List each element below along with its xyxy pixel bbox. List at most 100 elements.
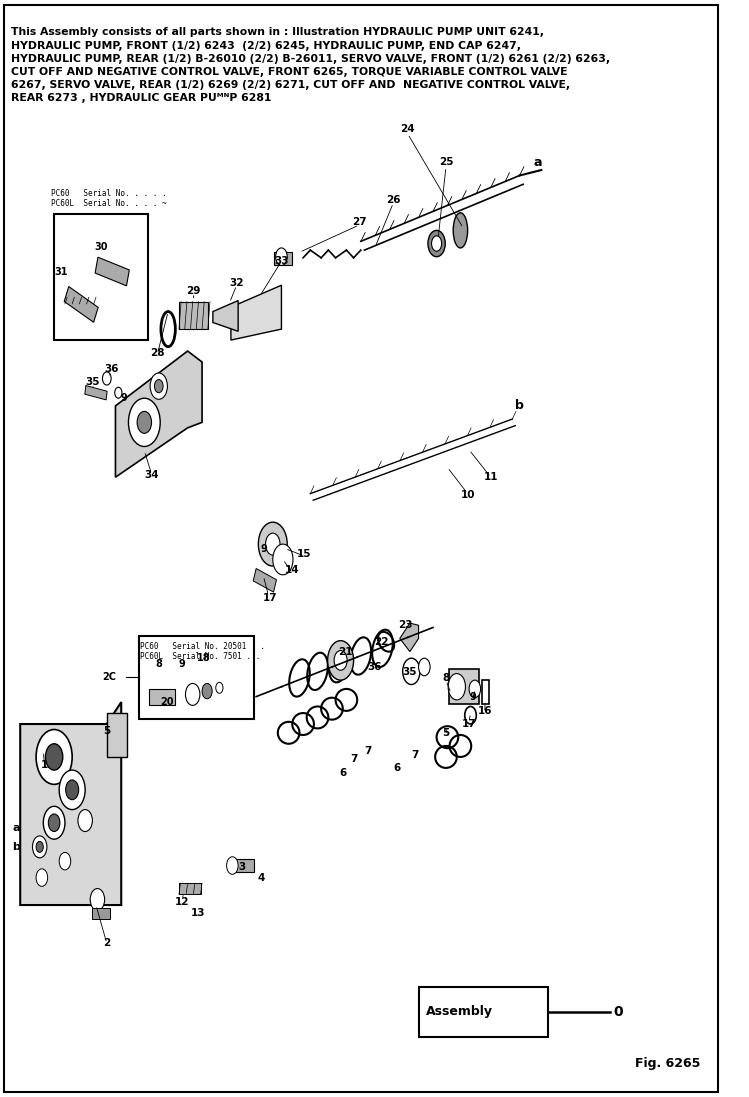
Text: 33: 33 <box>274 256 288 267</box>
Text: Fig. 6265: Fig. 6265 <box>634 1056 700 1070</box>
Text: b: b <box>515 399 524 412</box>
Circle shape <box>403 658 420 685</box>
Circle shape <box>327 641 354 680</box>
Bar <box>232 859 254 872</box>
Circle shape <box>202 683 212 699</box>
Text: This Assembly consists of all parts shown in : Illustration HYDRAULIC PUMP UNIT : This Assembly consists of all parts show… <box>10 27 610 103</box>
Text: 25: 25 <box>439 157 453 168</box>
Text: 3: 3 <box>238 861 246 872</box>
Circle shape <box>154 380 163 393</box>
Text: 1: 1 <box>41 759 49 770</box>
Text: 36: 36 <box>105 363 119 374</box>
Circle shape <box>46 744 63 770</box>
Text: 8: 8 <box>155 658 163 669</box>
Circle shape <box>419 658 430 676</box>
Text: a: a <box>533 156 542 169</box>
Text: 7: 7 <box>411 749 419 760</box>
Text: 10: 10 <box>461 489 475 500</box>
Circle shape <box>90 889 105 911</box>
Polygon shape <box>213 301 238 331</box>
Circle shape <box>32 836 47 858</box>
Circle shape <box>469 680 481 698</box>
Circle shape <box>36 869 48 886</box>
Bar <box>482 680 489 704</box>
Circle shape <box>128 398 160 446</box>
Circle shape <box>276 248 287 265</box>
Text: 11: 11 <box>483 472 498 483</box>
Text: 12: 12 <box>175 896 189 907</box>
Circle shape <box>137 411 151 433</box>
Circle shape <box>266 533 280 555</box>
Text: 35: 35 <box>403 667 417 678</box>
Circle shape <box>150 373 168 399</box>
Bar <box>92 908 110 919</box>
Circle shape <box>36 730 72 784</box>
Text: 23: 23 <box>398 620 413 631</box>
Bar <box>107 713 127 757</box>
Text: 9: 9 <box>121 393 127 404</box>
Text: 9: 9 <box>260 543 267 554</box>
Text: 36: 36 <box>367 661 382 672</box>
FancyBboxPatch shape <box>419 987 548 1037</box>
Text: a: a <box>12 823 19 834</box>
Circle shape <box>216 682 223 693</box>
Bar <box>179 302 207 329</box>
Circle shape <box>428 230 445 257</box>
Text: 15: 15 <box>297 548 312 559</box>
Text: 32: 32 <box>229 278 244 289</box>
Text: 31: 31 <box>55 267 68 278</box>
Circle shape <box>59 770 85 810</box>
Text: 22: 22 <box>374 636 388 647</box>
Bar <box>85 385 107 400</box>
Text: PC60   Serial No. . . . .
PC60L  Serial No. . . . ~: PC60 Serial No. . . . . PC60L Serial No.… <box>50 189 166 208</box>
Text: 14: 14 <box>285 565 300 576</box>
Text: 26: 26 <box>386 194 401 205</box>
Circle shape <box>186 683 200 705</box>
Bar <box>274 252 292 265</box>
Circle shape <box>273 544 293 575</box>
Text: 17: 17 <box>264 592 278 603</box>
Text: 13: 13 <box>191 907 206 918</box>
Circle shape <box>66 780 79 800</box>
Bar <box>449 669 479 704</box>
Text: 16: 16 <box>478 705 492 716</box>
Text: 9: 9 <box>470 691 476 702</box>
Circle shape <box>334 651 347 670</box>
Text: 35: 35 <box>85 376 100 387</box>
Text: 5: 5 <box>443 727 449 738</box>
Bar <box>149 689 175 705</box>
Polygon shape <box>231 285 282 340</box>
Text: 29: 29 <box>187 285 201 296</box>
Text: PC60   Serial No. 20501 . .
PC60L  Serial No. 7501 . .: PC60 Serial No. 20501 . . PC60L Serial N… <box>140 642 265 661</box>
Circle shape <box>258 522 287 566</box>
Bar <box>95 257 130 286</box>
Polygon shape <box>20 702 121 905</box>
Circle shape <box>49 814 60 832</box>
Bar <box>54 214 148 340</box>
Text: 21: 21 <box>338 646 352 657</box>
Text: 30: 30 <box>94 241 108 252</box>
Text: b: b <box>12 841 19 852</box>
Circle shape <box>103 372 111 385</box>
Circle shape <box>43 806 65 839</box>
Text: 7: 7 <box>364 746 372 757</box>
Text: 17: 17 <box>461 719 476 730</box>
Text: 6: 6 <box>393 762 401 773</box>
Text: 2: 2 <box>103 938 110 949</box>
Text: 2C: 2C <box>103 671 117 682</box>
Text: 34: 34 <box>145 470 159 480</box>
Circle shape <box>448 674 465 700</box>
Text: 20: 20 <box>161 697 175 708</box>
Text: Assembly: Assembly <box>425 1006 493 1018</box>
Polygon shape <box>400 623 419 652</box>
Text: 6: 6 <box>339 768 346 779</box>
Circle shape <box>36 841 43 852</box>
Text: 9: 9 <box>178 658 185 669</box>
Circle shape <box>115 387 122 398</box>
Bar <box>64 286 98 323</box>
Circle shape <box>78 810 92 832</box>
Text: 27: 27 <box>352 216 367 227</box>
Text: 18: 18 <box>197 653 210 664</box>
Text: 24: 24 <box>401 124 415 135</box>
Bar <box>253 568 276 592</box>
